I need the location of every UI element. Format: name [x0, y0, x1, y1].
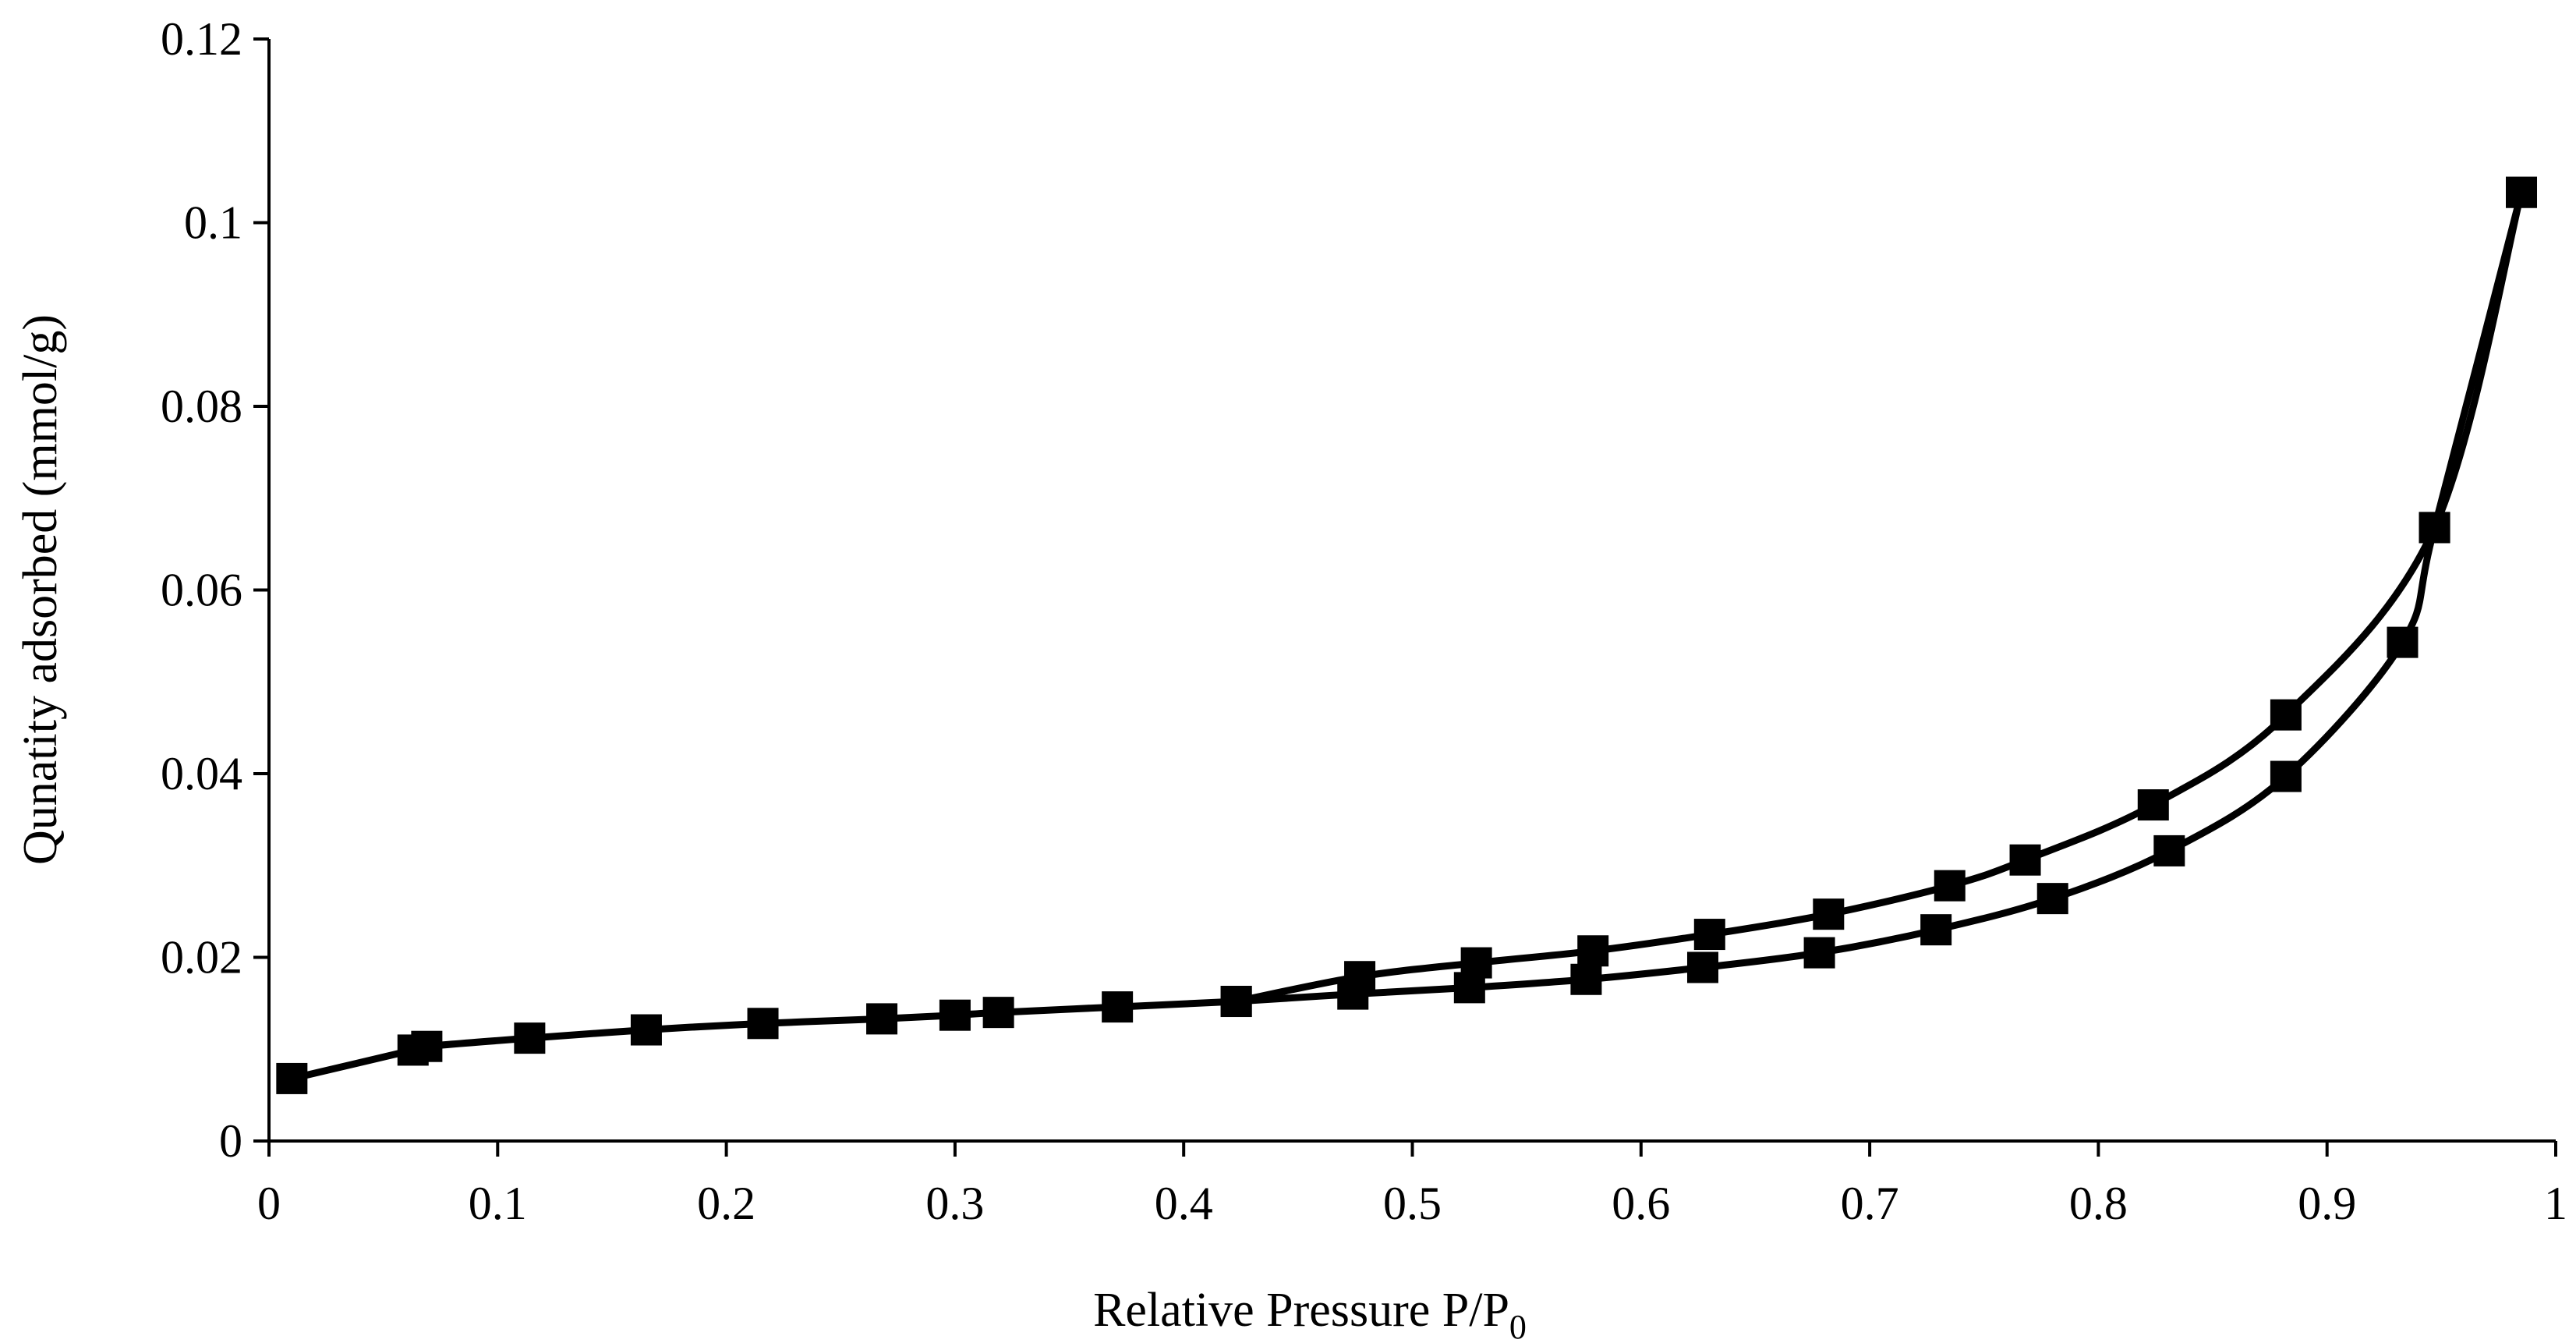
data-point-adsorption [1803, 937, 1835, 969]
data-point-adsorption [747, 1008, 779, 1040]
data-point-desorption [2506, 176, 2538, 208]
data-point-adsorption [2270, 760, 2302, 792]
data-point-desorption [1220, 986, 1252, 1018]
y-tick-label: 0.04 [161, 748, 242, 799]
x-tick-label: 0.6 [1612, 1178, 1670, 1229]
x-axis-title-subscript: 0 [1509, 1308, 1527, 1343]
data-point-adsorption [1686, 951, 1718, 983]
x-tick-label: 0.5 [1383, 1178, 1442, 1229]
x-tick-label: 0.4 [1155, 1178, 1213, 1229]
x-tick-label: 0.2 [697, 1178, 755, 1229]
y-tick-label: 0.12 [161, 13, 242, 65]
data-point-adsorption [276, 1062, 308, 1094]
data-point-adsorption [2387, 626, 2419, 658]
y-tick-label: 0.08 [161, 381, 242, 432]
data-point-adsorption [514, 1022, 546, 1054]
data-point-adsorption [1102, 991, 1134, 1023]
data-point-adsorption [2153, 835, 2185, 866]
x-tick-label: 0.3 [925, 1178, 984, 1229]
data-point-desorption [2419, 512, 2450, 544]
data-point-adsorption [982, 997, 1014, 1029]
data-point-adsorption [866, 1003, 898, 1035]
y-tick-label: 0 [219, 1115, 242, 1167]
data-point-adsorption [1570, 963, 1602, 995]
y-tick-label: 0.02 [161, 932, 242, 983]
data-point-desorption [2270, 699, 2302, 731]
x-tick-label: 0.9 [2298, 1178, 2356, 1229]
series-layer [276, 176, 2538, 1094]
x-axis-title: Relative Pressure P/P0 [1093, 1284, 1527, 1343]
y-tick-label: 0.06 [161, 565, 242, 616]
data-point-desorption [1693, 919, 1725, 951]
data-point-desorption [1577, 935, 1609, 967]
x-tick-label: 0 [257, 1178, 281, 1229]
x-axis-title-main: Relative Pressure P/P [1093, 1284, 1509, 1337]
data-point-desorption [1934, 870, 1966, 902]
ticks-layer: 0 0.02 0.04 0.06 0.08 0.1 0.12 0 0.1 0.2 0.3 0.4 0.5… [161, 13, 2567, 1229]
x-tick-label: 0.1 [469, 1178, 527, 1229]
x-tick-label: 0.8 [2069, 1178, 2128, 1229]
data-point-desorption [1344, 961, 1376, 993]
y-axis-title: Qunatity adsorbed (mmol/g) [14, 314, 67, 865]
data-point-adsorption [411, 1030, 443, 1062]
data-point-desorption [2137, 789, 2169, 821]
data-point-adsorption [1920, 914, 1952, 946]
x-tick-label: 1 [2544, 1178, 2567, 1229]
data-point-desorption [1813, 898, 1845, 930]
data-point-desorption [1460, 947, 1492, 979]
data-point-desorption [2009, 844, 2041, 876]
data-point-adsorption [2036, 883, 2068, 915]
data-point-adsorption [939, 999, 971, 1031]
y-tick-label: 0.1 [184, 197, 242, 249]
x-tick-label: 0.7 [1841, 1178, 1899, 1229]
data-point-adsorption [630, 1014, 662, 1046]
